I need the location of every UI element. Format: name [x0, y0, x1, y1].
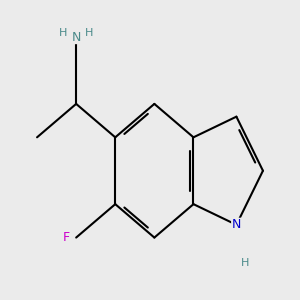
- Text: H: H: [58, 28, 67, 38]
- Text: N: N: [232, 218, 241, 231]
- Text: H: H: [85, 28, 94, 38]
- Text: F: F: [63, 231, 70, 244]
- Text: N: N: [71, 31, 81, 44]
- Text: H: H: [241, 258, 249, 268]
